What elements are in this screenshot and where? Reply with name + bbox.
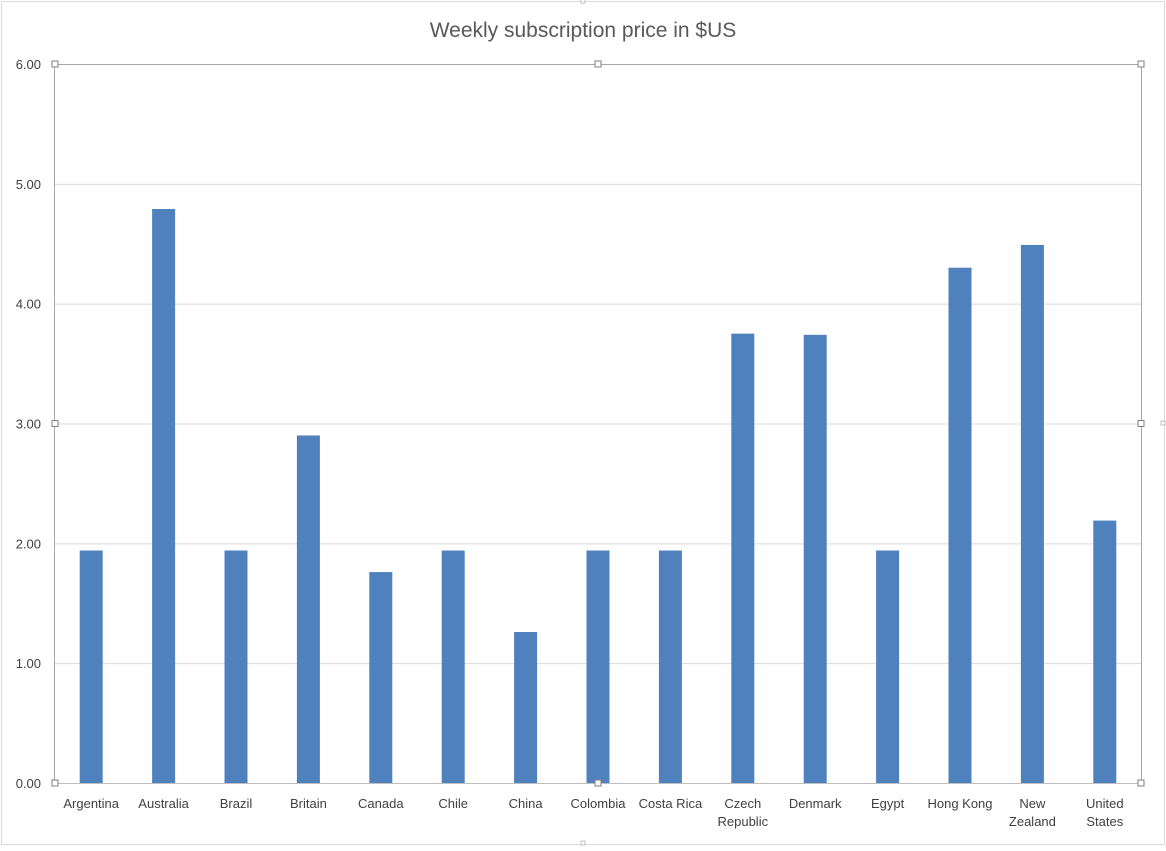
bar [79,550,103,783]
x-tick-label-line: China [509,796,544,811]
x-tick-label-line: Britain [290,796,327,811]
x-tick-label-line: Republic [718,814,769,829]
resize-handle[interactable] [51,779,59,787]
y-tick-label: 2.00 [16,536,41,551]
resize-handle[interactable] [1137,779,1145,787]
bar [1093,520,1117,783]
resize-handle[interactable] [594,60,602,68]
x-tick-label: United States [1086,796,1124,829]
resize-handle[interactable] [1137,420,1145,427]
y-tick-label: 6.00 [16,57,41,72]
chart-resize-handle[interactable] [580,0,586,4]
x-tick-label: Egypt [871,796,905,811]
y-tick-label: 1.00 [16,656,41,671]
bar [224,550,248,783]
bar [152,208,176,783]
y-axis-tick-labels: 0.00 1.00 2.00 3.00 4.00 5.00 6.00 [16,57,41,791]
x-tick-label: Chile [438,796,468,811]
x-tick-label-line: Denmark [789,796,842,811]
selection-handles[interactable] [51,0,1166,846]
bar [369,572,393,783]
bar [296,435,320,783]
x-tick-label-line: Zealand [1009,814,1056,829]
x-tick-label-line: Argentina [63,796,119,811]
y-tick-label: 5.00 [16,177,41,192]
x-tick-label: Costa Rica [639,796,703,811]
x-axis-tick-labels: Argentina Australia Brazil Britain Canada Chi… [63,796,1123,829]
chart-title: Weekly subscription price in $US [430,19,737,42]
x-tick-label: China [509,796,544,811]
resize-handle[interactable] [594,779,602,787]
bar [514,632,538,783]
y-tick-label: 0.00 [16,776,41,791]
x-tick-label: Czech Republic [718,796,769,829]
bar [658,550,682,783]
resize-handle[interactable] [51,60,59,68]
bar [948,267,972,783]
chart-resize-handle[interactable] [580,840,586,846]
x-tick-label-line: New [1019,796,1046,811]
resize-handle[interactable] [1137,60,1145,68]
x-tick-label: Denmark [789,796,842,811]
chart-resize-handle[interactable] [1160,420,1166,426]
x-tick-label-line: Colombia [571,796,627,811]
x-tick-label-line: Chile [438,796,468,811]
y-tick-label: 3.00 [16,417,41,432]
x-tick-label-line: United [1086,796,1124,811]
bar [876,550,900,783]
x-tick-label: New Zealand [1009,796,1056,829]
bar [586,550,610,783]
x-tick-label-line: States [1086,814,1123,829]
x-tick-label: Colombia [571,796,627,811]
x-tick-label-line: Canada [358,796,404,811]
x-tick-label: Australia [138,796,189,811]
y-tick-label: 4.00 [16,297,41,312]
x-tick-label-line: Brazil [220,796,253,811]
bar [803,334,827,783]
x-tick-label-line: Costa Rica [639,796,703,811]
x-tick-label-line: Australia [138,796,189,811]
bar [441,550,465,783]
x-tick-label-line: Hong Kong [927,796,992,811]
resize-handle[interactable] [51,420,59,427]
bar [731,333,755,783]
x-tick-label: Brazil [220,796,253,811]
x-tick-label-line: Czech [724,796,761,811]
bars [79,208,1117,783]
x-tick-label: Hong Kong [927,796,992,811]
x-tick-label: Canada [358,796,404,811]
x-tick-label: Argentina [63,796,119,811]
x-tick-label-line: Egypt [871,796,905,811]
x-tick-label: Britain [290,796,327,811]
bar [1020,244,1044,783]
